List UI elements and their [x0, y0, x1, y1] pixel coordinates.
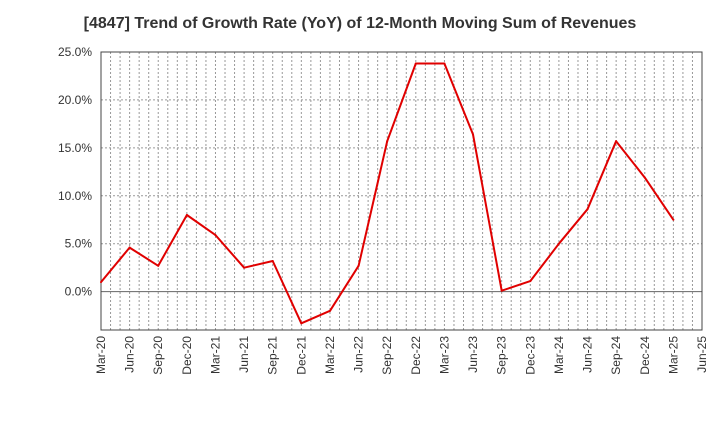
x-tick-label: Mar-20: [94, 336, 108, 374]
y-tick-label: 20.0%: [58, 93, 92, 107]
data-point: [128, 246, 131, 249]
data-point: [472, 133, 475, 136]
data-point: [357, 264, 360, 267]
x-tick-label: Sep-22: [380, 336, 394, 375]
x-tick-label: Jun-24: [581, 336, 595, 373]
data-point: [214, 234, 217, 237]
data-point: [557, 242, 560, 245]
data-point: [328, 309, 331, 312]
y-tick-label: 25.0%: [58, 45, 92, 59]
x-tick-label: Dec-20: [180, 336, 194, 375]
data-point: [615, 140, 618, 143]
x-tick-label: Jun-23: [466, 336, 480, 373]
x-tick-label: Jun-20: [123, 336, 137, 373]
x-tick-label: Dec-21: [294, 336, 308, 375]
plot-area: [101, 52, 702, 330]
x-tick-label: Mar-23: [437, 336, 451, 374]
x-tick-label: Sep-23: [495, 336, 509, 375]
y-tick-label: 0.0%: [65, 285, 93, 299]
data-point: [243, 266, 246, 269]
x-tick-label: Mar-24: [552, 336, 566, 374]
data-point: [386, 140, 389, 143]
x-tick-label: Dec-23: [523, 336, 537, 375]
x-tick-label: Mar-22: [323, 336, 337, 374]
data-point: [500, 289, 503, 292]
x-tick-label: Jun-25: [695, 336, 709, 373]
data-point: [157, 264, 160, 267]
data-point: [271, 259, 274, 262]
x-tick-label: Mar-25: [666, 336, 680, 374]
plot-frame: [100, 51, 703, 331]
data-point: [643, 176, 646, 179]
y-tick-label: 10.0%: [58, 189, 92, 203]
data-point: [100, 281, 102, 284]
y-tick-label: 5.0%: [65, 237, 93, 251]
data-point: [300, 322, 303, 325]
data-point: [185, 213, 188, 216]
x-tick-label: Jun-22: [352, 336, 366, 373]
data-point: [586, 208, 589, 211]
x-tick-label: Dec-22: [409, 336, 423, 375]
data-point: [414, 62, 417, 65]
x-tick-label: Sep-24: [609, 336, 623, 375]
x-tick-label: Dec-24: [638, 336, 652, 375]
data-point: [443, 62, 446, 65]
x-tick-label: Sep-20: [151, 336, 165, 375]
data-point: [672, 218, 675, 221]
x-tick-label: Mar-21: [208, 336, 222, 374]
x-tick-label: Sep-21: [266, 336, 280, 375]
data-point: [529, 280, 532, 283]
x-tick-label: Jun-21: [237, 336, 251, 373]
y-tick-label: 15.0%: [58, 141, 92, 155]
chart-title: [4847] Trend of Growth Rate (YoY) of 12-…: [83, 15, 637, 32]
